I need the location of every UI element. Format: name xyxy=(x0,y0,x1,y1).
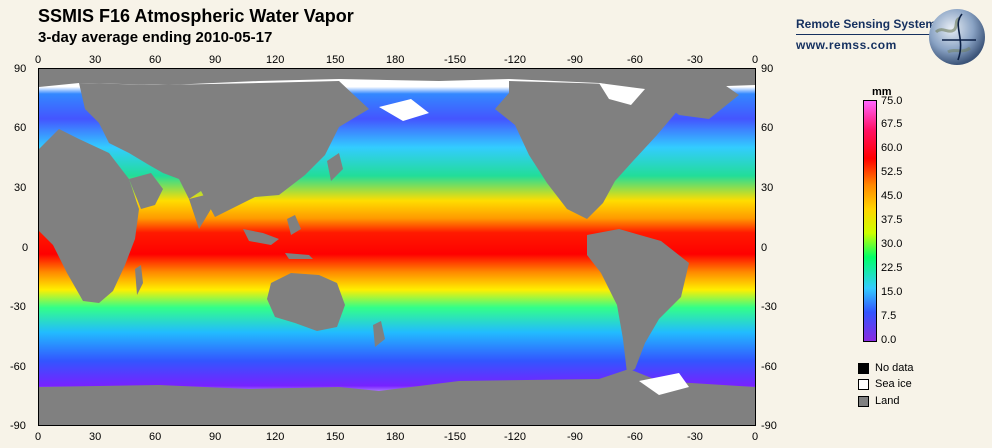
x-tick-bottom-150: 150 xyxy=(326,431,345,443)
legend-no-data-label: No data xyxy=(875,362,914,374)
x-tick-top-0-right: 0 xyxy=(752,54,759,66)
water-vapor-map[interactable] xyxy=(38,68,756,426)
brand-name: Remote Sensing Systems xyxy=(796,17,943,31)
x-tick-top-60: 60 xyxy=(149,54,162,66)
y-tick-right-neg60: -60 xyxy=(761,361,777,373)
x-tick-top-0: 0 xyxy=(35,54,42,66)
x-tick-top-150: 150 xyxy=(326,54,345,66)
map-title: SSMIS F16 Atmospheric Water Vapor xyxy=(38,6,354,26)
x-tick-bottom-neg60: -60 xyxy=(627,431,643,443)
colorbar-label-15: 15.0 xyxy=(881,286,903,298)
x-tick-top-neg60: -60 xyxy=(627,54,643,66)
brand-url: www.remss.com xyxy=(796,38,897,52)
water-vapor-map-canvas xyxy=(39,69,755,425)
y-tick-left-90: 90 xyxy=(14,63,27,75)
colorbar-label-30: 30.0 xyxy=(881,238,903,250)
colorbar-label-52-5: 52.5 xyxy=(881,166,903,178)
x-tick-top-neg120: -120 xyxy=(504,54,527,66)
x-tick-bottom-neg150: -150 xyxy=(444,431,467,443)
y-tick-right-neg90: -90 xyxy=(761,420,777,432)
x-tick-top-neg150: -150 xyxy=(444,54,467,66)
colorbar-label-7-5: 7.5 xyxy=(881,310,897,322)
brand-divider xyxy=(796,34,946,35)
globe-logo-icon xyxy=(929,9,985,65)
x-tick-top-neg30: -30 xyxy=(687,54,703,66)
x-tick-bottom-30: 30 xyxy=(89,431,102,443)
map-subtitle: 3-day average ending 2010-05-17 xyxy=(38,29,273,46)
x-tick-bottom-120: 120 xyxy=(266,431,285,443)
y-tick-right-0: 0 xyxy=(761,242,768,254)
x-tick-top-30: 30 xyxy=(89,54,102,66)
y-tick-left-30: 30 xyxy=(14,182,27,194)
x-tick-bottom-neg120: -120 xyxy=(504,431,527,443)
y-tick-right-60: 60 xyxy=(761,122,774,134)
colorbar-label-60: 60.0 xyxy=(881,142,903,154)
x-tick-bottom-neg30: -30 xyxy=(687,431,703,443)
colorbar-label-22-5: 22.5 xyxy=(881,262,903,274)
colorbar-label-75: 75.0 xyxy=(881,95,903,107)
colorbar-label-0: 0.0 xyxy=(881,334,897,346)
y-tick-left-60: 60 xyxy=(14,122,27,134)
y-tick-right-90: 90 xyxy=(761,63,774,75)
colorbar-unit: mm xyxy=(872,86,892,98)
y-tick-right-30: 30 xyxy=(761,182,774,194)
legend-sea-ice-swatch xyxy=(858,379,869,390)
y-tick-right-neg30: -30 xyxy=(761,301,777,313)
y-tick-left-0: 0 xyxy=(22,242,29,254)
x-tick-top-90: 90 xyxy=(209,54,222,66)
y-tick-left-neg90: -90 xyxy=(10,420,26,432)
colorbar-label-45: 45.0 xyxy=(881,190,903,202)
x-tick-top-neg90: -90 xyxy=(567,54,583,66)
colorbar-label-67-5: 67.5 xyxy=(881,118,903,130)
colorbar xyxy=(863,100,877,342)
x-tick-bottom-90: 90 xyxy=(209,431,222,443)
x-tick-bottom-0-right: 0 xyxy=(752,431,759,443)
x-tick-bottom-0: 0 xyxy=(35,431,42,443)
y-tick-left-neg60: -60 xyxy=(10,361,26,373)
x-tick-bottom-60: 60 xyxy=(149,431,162,443)
x-tick-bottom-neg90: -90 xyxy=(567,431,583,443)
x-tick-top-180: 180 xyxy=(386,54,405,66)
colorbar-label-37-5: 37.5 xyxy=(881,214,903,226)
x-tick-bottom-180: 180 xyxy=(386,431,405,443)
x-tick-top-120: 120 xyxy=(266,54,285,66)
y-tick-left-neg30: -30 xyxy=(10,301,26,313)
legend-land-swatch xyxy=(858,396,869,407)
legend-land-label: Land xyxy=(875,395,900,407)
legend-sea-ice-label: Sea ice xyxy=(875,378,912,390)
legend-no-data-swatch xyxy=(858,363,869,374)
